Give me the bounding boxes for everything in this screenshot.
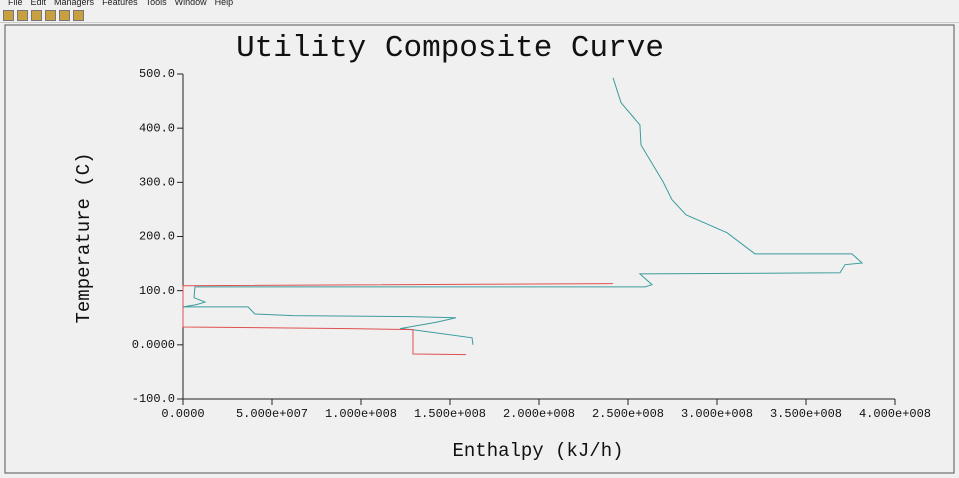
curve bbox=[182, 283, 614, 356]
curve bbox=[182, 77, 864, 345]
tool-button[interactable] bbox=[45, 10, 56, 21]
tool-button[interactable] bbox=[73, 10, 84, 21]
toolbar bbox=[0, 8, 959, 23]
x-tick-label: 3.000e+008 bbox=[681, 407, 753, 421]
menu-item[interactable]: Managers bbox=[54, 0, 95, 7]
x-axis-label: Enthalpy (kJ/h) bbox=[452, 440, 623, 462]
menu-item[interactable]: Features bbox=[102, 0, 138, 7]
tool-button[interactable] bbox=[31, 10, 42, 21]
y-tick-label: 400.0 bbox=[139, 121, 175, 135]
menu-item[interactable]: File bbox=[8, 0, 23, 7]
menu-bar: File Edit Managers Features Tools Window Help bbox=[0, 0, 959, 8]
y-tick-label: -100.0 bbox=[132, 392, 175, 406]
y-tick-label: 300.0 bbox=[139, 176, 175, 190]
y-tick-label: 500.0 bbox=[139, 67, 175, 81]
y-tick-label: 200.0 bbox=[139, 230, 175, 244]
tool-button[interactable] bbox=[17, 10, 28, 21]
tool-button[interactable] bbox=[3, 10, 14, 21]
menu-item[interactable]: Edit bbox=[30, 0, 47, 7]
menu-item[interactable]: Help bbox=[214, 0, 234, 7]
y-tick-label: 0.0000 bbox=[132, 338, 175, 352]
x-tick-label: 0.0000 bbox=[161, 407, 204, 421]
chart-panel bbox=[4, 24, 955, 474]
x-tick-label: 3.500e+008 bbox=[770, 407, 842, 421]
x-tick-label: 2.000e+008 bbox=[503, 407, 575, 421]
menu-item[interactable]: Window bbox=[174, 0, 207, 7]
x-tick-label: 5.000e+007 bbox=[236, 407, 308, 421]
x-tick-label: 1.500e+008 bbox=[414, 407, 486, 421]
chart-title: Utility Composite Curve bbox=[236, 31, 664, 66]
y-axis-label: Temperature (C) bbox=[73, 152, 95, 323]
x-tick-label: 1.000e+008 bbox=[325, 407, 397, 421]
menu-item[interactable]: Tools bbox=[145, 0, 167, 7]
tool-button[interactable] bbox=[59, 10, 70, 21]
x-tick-label: 4.000e+008 bbox=[859, 407, 931, 421]
x-tick-label: 2.500e+008 bbox=[592, 407, 664, 421]
y-tick-label: 100.0 bbox=[139, 284, 175, 298]
